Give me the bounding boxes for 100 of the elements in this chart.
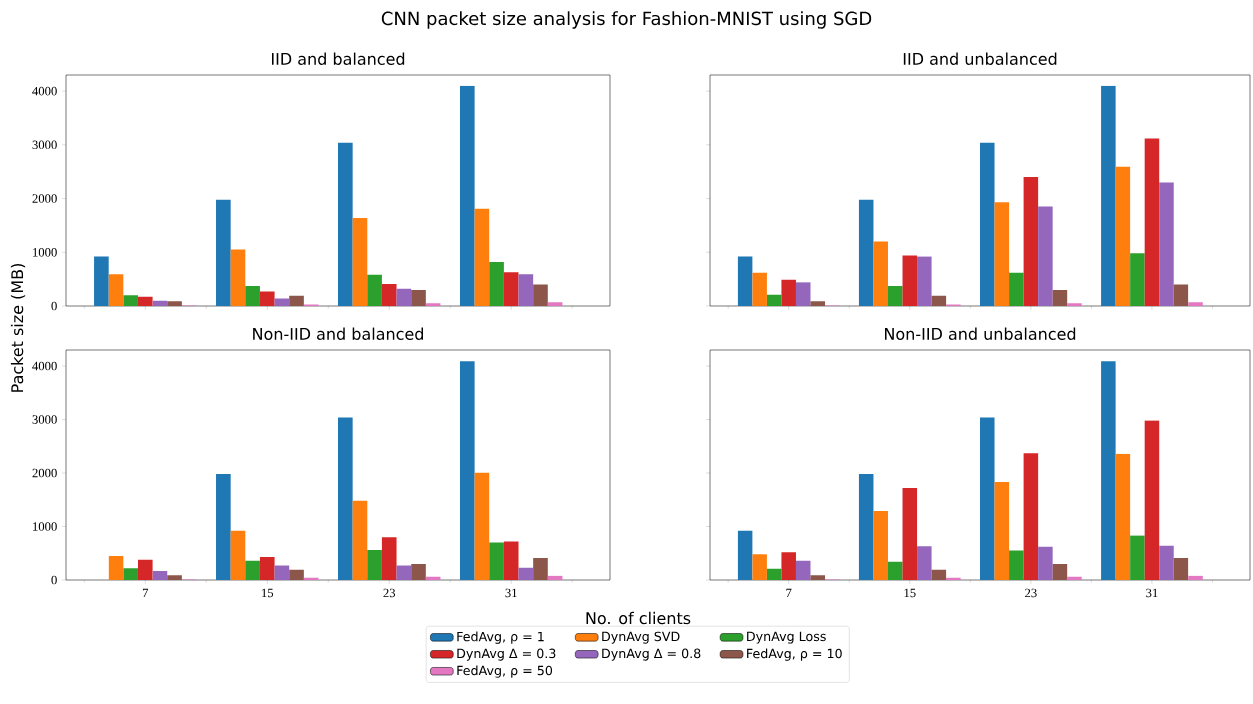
bar — [1009, 272, 1024, 306]
x-tick-label: 7 — [786, 588, 792, 597]
bar — [518, 274, 534, 306]
bar — [917, 256, 932, 306]
bar — [367, 274, 382, 306]
bar — [873, 241, 888, 306]
legend-label: FedAvg, ρ = 1 — [457, 631, 544, 644]
bar — [411, 289, 426, 306]
bar — [873, 511, 888, 580]
bar — [902, 255, 918, 306]
bar — [1101, 85, 1116, 306]
bar — [533, 284, 548, 306]
bar — [167, 575, 182, 580]
bar — [752, 554, 767, 580]
bar — [245, 286, 260, 306]
bar — [980, 142, 995, 306]
bar — [94, 256, 109, 306]
bar — [1130, 253, 1145, 306]
y-tick-label: 1000 — [33, 522, 57, 531]
bar — [1067, 576, 1082, 580]
bar — [980, 417, 995, 580]
bar — [503, 541, 519, 580]
x-tick-label: 31 — [505, 588, 517, 598]
bar — [108, 274, 124, 306]
bar — [1144, 420, 1160, 580]
bar — [795, 560, 811, 580]
bar — [503, 272, 519, 306]
bar — [887, 286, 903, 306]
x-tick-label: 31 — [1146, 588, 1158, 598]
bar — [1115, 166, 1131, 306]
bar — [123, 295, 138, 306]
bar — [1188, 575, 1203, 580]
bar — [946, 577, 961, 580]
y-tick-label: 0 — [51, 575, 57, 585]
chart-title: IID and unbalanced — [903, 52, 1057, 65]
bar — [425, 303, 441, 306]
bar — [887, 561, 903, 580]
bar — [1159, 182, 1174, 306]
bar — [858, 199, 874, 306]
bar — [810, 301, 826, 306]
chart-title: Non-IID and unbalanced — [885, 327, 1076, 340]
bar — [858, 474, 874, 580]
chart-title: CNN packet size analysis for Fashion-MNIST using SGD — [381, 11, 872, 29]
bar — [216, 474, 231, 580]
bar — [547, 302, 563, 306]
bar — [1052, 563, 1068, 580]
bar — [1009, 550, 1024, 580]
bar — [123, 568, 138, 580]
y-tick-label: 4000 — [32, 86, 57, 96]
bar — [810, 575, 826, 580]
bar — [230, 249, 246, 306]
bar — [289, 295, 304, 306]
bar — [167, 301, 182, 306]
bar — [274, 565, 290, 580]
bar — [216, 199, 231, 306]
y-axis-title: Packet size (MB) — [10, 263, 26, 392]
bar — [303, 577, 319, 580]
y-tick-label: 3000 — [32, 415, 57, 424]
bar — [1173, 284, 1189, 306]
legend-label: FedAvg, ρ = 50 — [457, 665, 553, 678]
bar — [1159, 545, 1174, 580]
x-tick-label: 23 — [383, 588, 396, 598]
bar — [411, 563, 426, 580]
x-tick-label: 15 — [262, 588, 274, 598]
bar — [381, 537, 397, 580]
bar — [396, 288, 412, 306]
bar — [781, 552, 796, 580]
y-tick-label: 4000 — [32, 361, 57, 371]
x-tick-label: 7 — [142, 588, 149, 597]
bar — [1144, 138, 1160, 306]
legend-label: FedAvg, ρ = 10 — [747, 648, 842, 661]
bar — [1038, 546, 1053, 580]
chart-subtitle: IID and balanced — [271, 52, 405, 65]
legend-label: DynAvg Loss — [747, 631, 826, 644]
bar — [1038, 206, 1053, 306]
bar — [1052, 289, 1068, 306]
y-tick-label: 3000 — [32, 140, 57, 150]
bar — [994, 202, 1010, 306]
bar — [352, 217, 368, 306]
bar — [737, 530, 753, 580]
x-axis-title: No. of clients — [586, 611, 691, 625]
bar — [152, 570, 168, 580]
bar — [917, 546, 932, 580]
bar — [108, 555, 124, 580]
bar — [245, 560, 260, 580]
bar — [367, 550, 382, 580]
bar — [338, 142, 353, 306]
bar — [259, 291, 275, 306]
bar — [518, 567, 534, 580]
x-tick-label: 15 — [904, 588, 916, 598]
bar — [459, 361, 475, 580]
bar — [902, 488, 918, 580]
bar — [489, 542, 504, 580]
bar — [737, 256, 753, 306]
chart-title: Non-IID and balanced — [253, 327, 423, 340]
bar — [274, 298, 290, 306]
y-tick-label: 0 — [51, 301, 57, 311]
legend-label: DynAvg Δ = 0.3 — [457, 648, 556, 661]
bar — [396, 565, 412, 580]
bar — [259, 557, 275, 580]
